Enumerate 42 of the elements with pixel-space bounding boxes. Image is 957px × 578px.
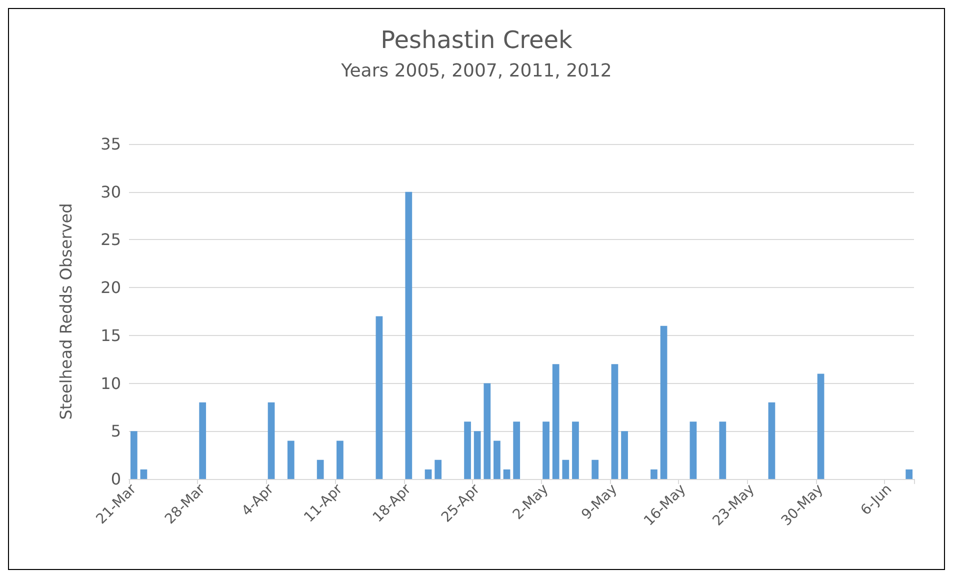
y-tick-label: 5 xyxy=(110,422,121,441)
bar xyxy=(562,460,570,479)
bar xyxy=(621,431,628,479)
bar xyxy=(542,422,550,479)
bar xyxy=(140,469,148,479)
bar xyxy=(130,431,138,479)
bar xyxy=(424,469,432,479)
bar xyxy=(690,422,697,479)
bar xyxy=(494,440,500,479)
bar xyxy=(503,469,510,479)
bar xyxy=(434,460,442,479)
y-tick-label: 15 xyxy=(100,326,121,345)
y-tick-label: 10 xyxy=(100,374,121,393)
bar xyxy=(660,326,668,479)
bar xyxy=(592,460,599,479)
bar xyxy=(650,469,658,479)
bar xyxy=(336,440,344,479)
y-tick-label: 20 xyxy=(100,278,121,298)
bar xyxy=(611,364,618,479)
bar xyxy=(405,192,412,479)
bar xyxy=(719,422,726,479)
y-tick-label: 30 xyxy=(100,182,121,202)
bar xyxy=(513,422,520,479)
bar xyxy=(474,431,481,479)
y-tick-label: 35 xyxy=(100,134,121,154)
bar xyxy=(572,422,579,479)
y-axis-title: Steelhead Redds Observed xyxy=(56,203,76,420)
bar xyxy=(316,460,324,479)
y-tick-label: 25 xyxy=(100,230,121,250)
bar xyxy=(906,469,913,479)
bar xyxy=(268,402,275,479)
bar xyxy=(199,402,206,479)
bar xyxy=(484,383,491,479)
bar xyxy=(464,422,471,479)
bar xyxy=(552,364,560,479)
bar xyxy=(376,316,383,479)
bar xyxy=(768,402,776,479)
bar xyxy=(287,440,294,479)
chart-title: Peshastin Creek xyxy=(380,26,572,54)
chart-subtitle: Years 2005, 2007, 2011, 2012 xyxy=(340,60,612,82)
bar xyxy=(817,374,824,479)
y-tick-label: 0 xyxy=(110,470,121,488)
